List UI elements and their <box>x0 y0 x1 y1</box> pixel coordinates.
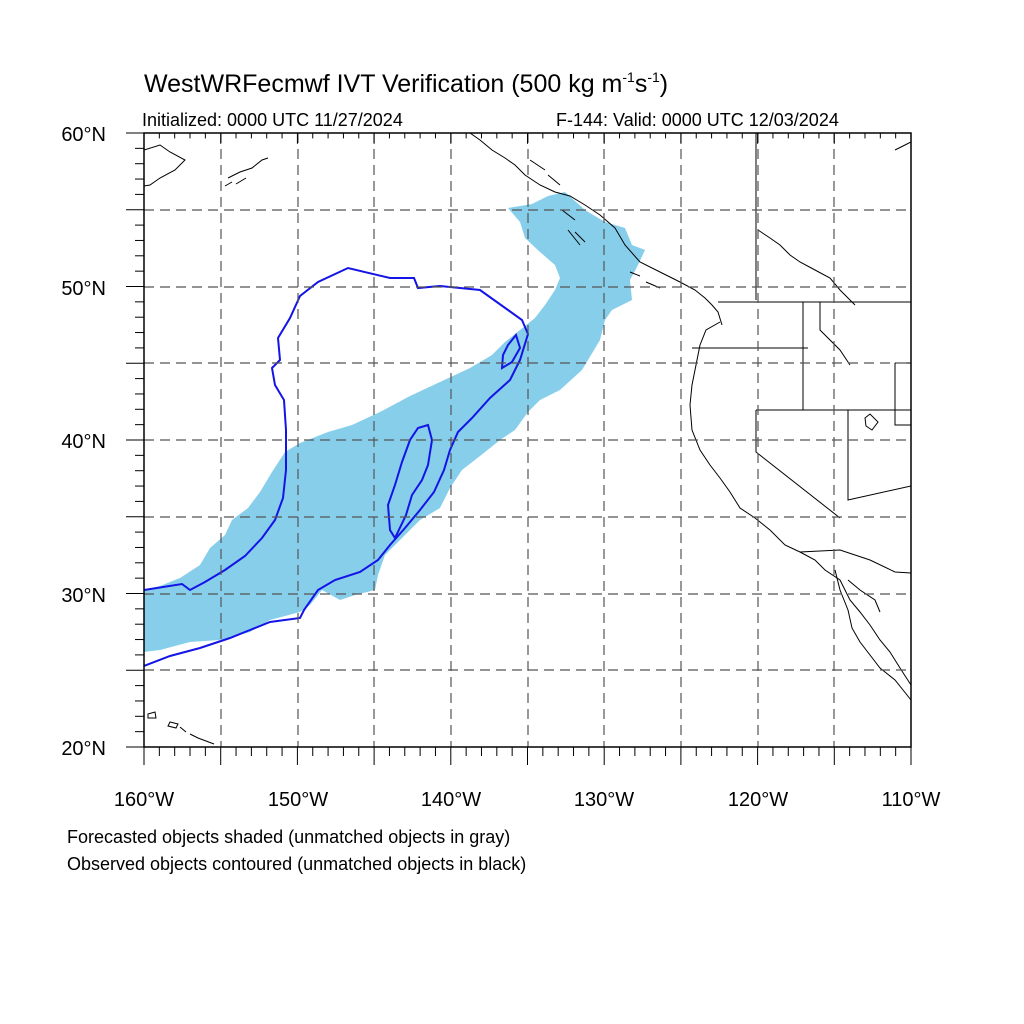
observed-object-contour-inner-1 <box>386 423 434 541</box>
coastline-canada-nw <box>757 141 911 306</box>
coastline-se-alaska <box>469 133 723 326</box>
lat-label-60n: 60°N <box>61 124 106 146</box>
figure-title: WestWRFecmwf IVT Verification (500 kg m-… <box>144 69 669 98</box>
coastline-bc-inner <box>529 159 661 289</box>
lon-label-160w: 160°W <box>114 789 174 811</box>
coastline-alaska-islands <box>224 157 269 187</box>
valid-time: F-144: Valid: 0000 UTC 12/03/2024 <box>556 110 839 130</box>
coastline-us-west <box>689 321 911 686</box>
forecast-object-shaded <box>144 192 645 652</box>
grid-lines <box>144 133 911 747</box>
lat-label-40n: 40°N <box>61 431 106 453</box>
coastline-baja <box>834 569 911 701</box>
lat-label-30n: 30°N <box>61 585 106 607</box>
legend-observed-note: Observed objects contoured (unmatched ob… <box>67 854 527 874</box>
axis-labels: 160°W 150°W 140°W 130°W 120°W 110°W 20°N… <box>61 124 940 811</box>
axis-ticks <box>126 132 912 765</box>
coastline-hawaii <box>147 711 215 745</box>
lat-label-50n: 50°N <box>61 278 106 300</box>
lon-label-110w: 110°W <box>882 789 941 811</box>
coastline-alaska <box>144 144 186 187</box>
border-mexico <box>799 549 911 574</box>
lon-label-130w: 130°W <box>574 789 634 811</box>
lon-label-140w: 140°W <box>421 789 481 811</box>
lat-label-20n: 20°N <box>61 738 106 760</box>
legend-forecast-note: Forecasted objects shaded (unmatched obj… <box>67 827 511 847</box>
great-salt-lake <box>864 413 879 431</box>
lon-label-120w: 120°W <box>728 789 788 811</box>
lon-label-150w: 150°W <box>268 789 328 811</box>
state-borders <box>692 133 911 519</box>
initialized-time: Initialized: 0000 UTC 11/27/2024 <box>142 110 403 130</box>
observed-object-contour <box>144 266 530 667</box>
observed-object-contour-inner-2 <box>500 332 522 370</box>
